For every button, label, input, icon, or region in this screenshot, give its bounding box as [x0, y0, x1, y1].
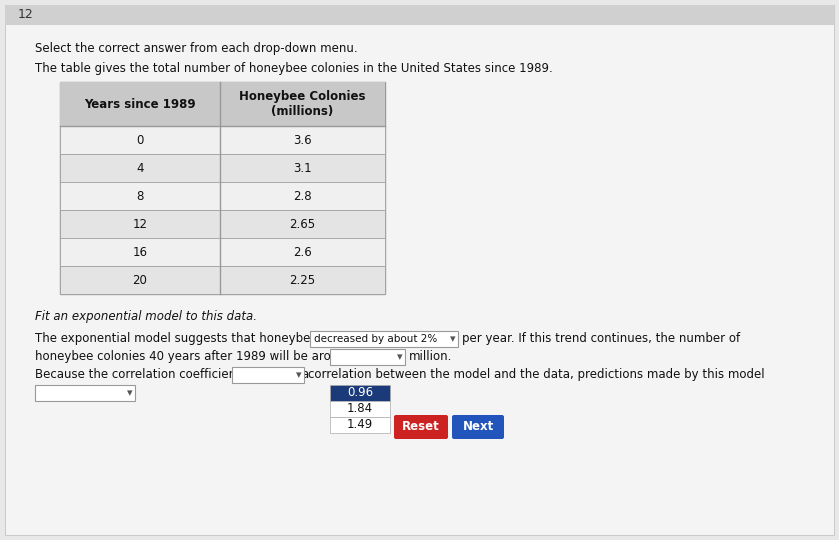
Bar — [60, 210, 385, 238]
Text: per year. If this trend continues, the number of: per year. If this trend continues, the n… — [462, 332, 740, 345]
Bar — [60, 182, 385, 210]
Text: 2.8: 2.8 — [293, 190, 312, 202]
Text: 12: 12 — [133, 218, 148, 231]
Text: Because the correlation coefficient indicates a: Because the correlation coefficient indi… — [35, 368, 309, 381]
Bar — [330, 349, 405, 365]
Bar — [60, 82, 385, 126]
Text: 0: 0 — [136, 133, 143, 146]
Text: 1.84: 1.84 — [347, 402, 373, 415]
Text: Fit an exponential model to this data.: Fit an exponential model to this data. — [35, 310, 257, 323]
Bar — [60, 82, 385, 294]
Text: The exponential model suggests that honeybee colonies have: The exponential model suggests that hone… — [35, 332, 403, 345]
Bar — [330, 417, 390, 433]
Bar — [60, 154, 385, 182]
Text: ▾: ▾ — [397, 352, 403, 362]
Text: 12: 12 — [18, 9, 34, 22]
Text: Honeybee Colonies
(millions): Honeybee Colonies (millions) — [239, 90, 366, 118]
Text: million.: million. — [409, 350, 452, 363]
Bar — [310, 331, 458, 347]
Text: decreased by about 2%: decreased by about 2% — [314, 334, 437, 344]
Text: ▾: ▾ — [127, 388, 133, 398]
Text: 1.49: 1.49 — [347, 418, 373, 431]
Text: 3.1: 3.1 — [293, 161, 312, 174]
Text: Years since 1989: Years since 1989 — [84, 98, 195, 111]
Text: 4: 4 — [136, 161, 143, 174]
Bar — [60, 266, 385, 294]
Text: correlation between the model and the data, predictions made by this model: correlation between the model and the da… — [308, 368, 764, 381]
Text: 2.25: 2.25 — [289, 273, 315, 287]
Text: The table gives the total number of honeybee colonies in the United States since: The table gives the total number of hone… — [35, 62, 553, 75]
Text: 2.65: 2.65 — [289, 218, 315, 231]
FancyBboxPatch shape — [452, 415, 504, 439]
Bar — [5, 5, 834, 25]
Text: 2.6: 2.6 — [293, 246, 312, 259]
Bar — [330, 385, 390, 401]
Bar — [330, 401, 390, 417]
Bar — [35, 385, 135, 401]
Text: Next: Next — [462, 421, 493, 434]
Text: 20: 20 — [133, 273, 148, 287]
Text: Select the correct answer from each drop-down menu.: Select the correct answer from each drop… — [35, 42, 357, 55]
Text: ▾: ▾ — [450, 334, 456, 344]
Text: 16: 16 — [133, 246, 148, 259]
Bar — [232, 367, 304, 383]
Bar — [60, 126, 385, 154]
FancyBboxPatch shape — [394, 415, 448, 439]
Bar — [60, 238, 385, 266]
Text: 3.6: 3.6 — [293, 133, 312, 146]
Text: 8: 8 — [136, 190, 143, 202]
Text: ▾: ▾ — [296, 370, 302, 380]
Text: 0.96: 0.96 — [347, 387, 373, 400]
Text: Reset: Reset — [402, 421, 440, 434]
Text: honeybee colonies 40 years after 1989 will be around: honeybee colonies 40 years after 1989 wi… — [35, 350, 353, 363]
